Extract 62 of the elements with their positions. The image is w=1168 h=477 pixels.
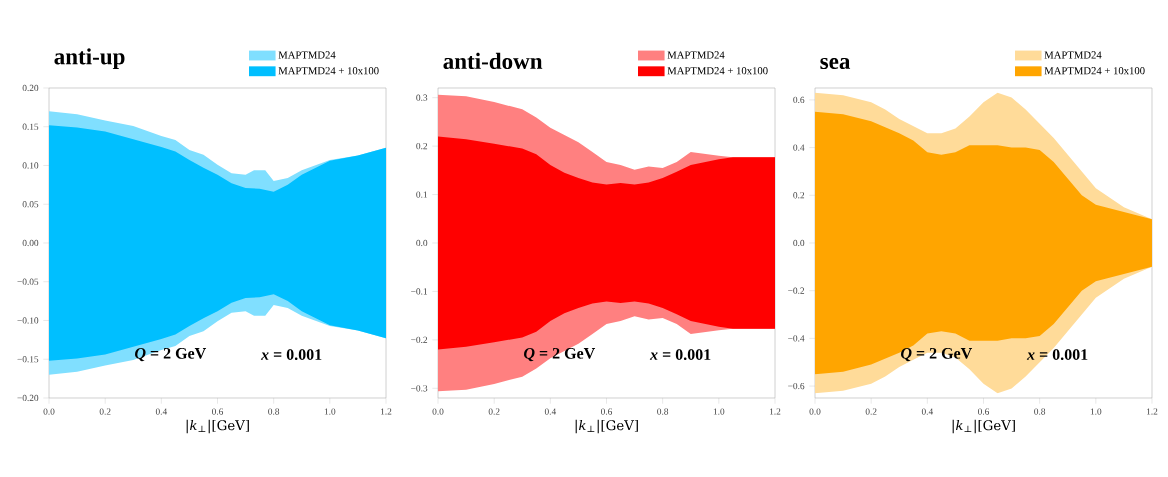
legend-label: MAPTMD24 (1044, 51, 1102, 59)
y-tick-label: −0.2 (788, 287, 805, 294)
y-tick-label: 0.00 (22, 239, 39, 247)
x-axis-title: |k$_{⊥}$|[GeV] (186, 419, 249, 434)
y-tick-label: 0.4 (793, 144, 805, 151)
y-tick-label: 0.1 (416, 191, 428, 198)
y-tick-label: 0.0 (793, 239, 805, 247)
x-tick-label: 0.8 (268, 408, 280, 415)
x-axis-title: |k$_{⊥}$|[GeV] (952, 419, 1015, 434)
annotation: Q = 2 GeV (135, 347, 207, 362)
x-tick-label: 1.2 (769, 408, 781, 415)
x-tick-label: 0.8 (657, 408, 669, 415)
x-tick-label: 0.6 (212, 408, 224, 415)
y-tick-label: −0.6 (788, 382, 805, 390)
x-axis-title: |k$_{⊥}$|[GeV] (575, 419, 638, 434)
x-tick-label: 0.2 (488, 408, 500, 415)
chart-title: anti-down (443, 52, 543, 70)
x-tick-label: 1.2 (1146, 408, 1158, 415)
y-tick-label: −0.20 (17, 394, 39, 402)
y-tick-label: 0.0 (416, 239, 428, 247)
x-tick-label: 0.0 (43, 408, 55, 415)
y-tick-label: −0.05 (17, 278, 39, 285)
x-tick-label: 0.4 (544, 408, 557, 415)
annotation: x = 0.001 (649, 349, 711, 361)
y-tick-label: 0.6 (793, 96, 805, 104)
x-tick-label: 0.6 (978, 408, 990, 415)
y-tick-label: 0.2 (793, 192, 805, 199)
x-tick-label: 0.2 (865, 408, 877, 415)
x-tick-label: 0.4 (921, 408, 934, 415)
annotation: x = 0.001 (1026, 349, 1088, 361)
legend-label: MAPTMD24 (667, 51, 725, 59)
x-tick-label: 1.0 (324, 408, 336, 415)
x-tick-label: 0.8 (1034, 408, 1046, 415)
x-tick-label: 1.0 (1090, 408, 1102, 415)
chart-title: anti-up (54, 48, 125, 70)
y-tick-label: −0.3 (411, 385, 428, 392)
legend-label: MAPTMD24 (278, 51, 336, 59)
x-tick-label: 0.4 (155, 408, 168, 415)
y-tick-label: 0.20 (22, 84, 39, 92)
x-tick-label: 1.2 (380, 408, 392, 415)
y-tick-label: 0.05 (22, 201, 39, 208)
y-tick-label: 0.2 (416, 142, 428, 150)
y-tick-label: 0.15 (22, 123, 39, 130)
y-tick-label: −0.2 (411, 336, 428, 344)
y-tick-label: −0.15 (17, 356, 39, 363)
annotation: Q = 2 GeV (901, 347, 973, 362)
y-tick-label: 0.3 (416, 94, 428, 101)
x-tick-label: 0.6 (601, 408, 613, 415)
legend-label: MAPTMD24 + 10x100 (1044, 67, 1145, 75)
legend-label: MAPTMD24 + 10x100 (278, 67, 379, 75)
y-tick-label: −0.10 (17, 317, 39, 324)
x-tick-label: 0.0 (432, 408, 444, 415)
y-tick-label: 0.10 (22, 162, 39, 169)
annotation: Q = 2 GeV (524, 347, 596, 362)
legend-label: MAPTMD24 + 10x100 (667, 67, 768, 75)
y-tick-label: −0.4 (788, 335, 805, 342)
x-tick-label: 0.2 (99, 408, 111, 415)
x-tick-label: 1.0 (713, 408, 725, 415)
annotation: x = 0.001 (260, 349, 322, 361)
x-tick-label: 0.0 (809, 408, 821, 415)
y-tick-label: −0.1 (411, 288, 428, 295)
chart-title: sea (820, 58, 851, 70)
